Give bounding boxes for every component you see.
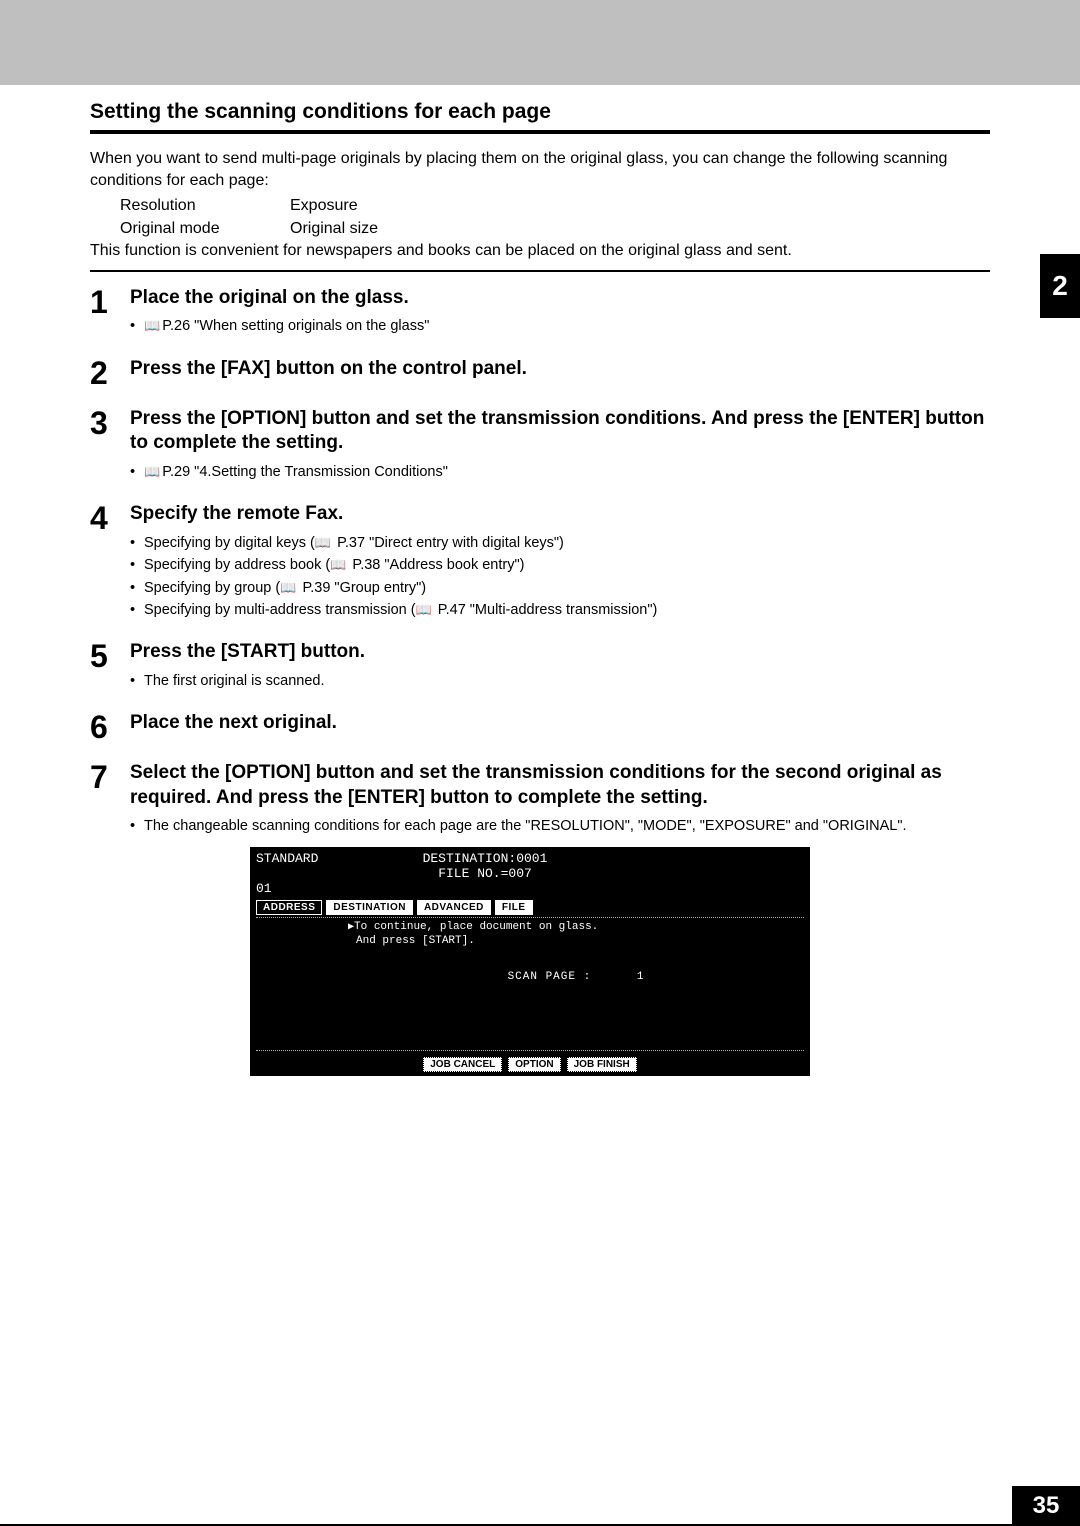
step-6: 6 Place the next original. — [90, 711, 990, 743]
step-2: 2 Press the [FAX] button on the control … — [90, 357, 990, 389]
lcd-index: 01 — [256, 881, 804, 896]
step-title: Press the [START] button. — [130, 640, 990, 665]
step-bullet: Specifying by multi-address transmission… — [130, 600, 990, 620]
lcd-tab-address[interactable]: ADDRESS — [256, 900, 322, 915]
step-bullet: The changeable scanning conditions for e… — [130, 816, 990, 836]
step-3: 3 Press the [OPTION] button and set the … — [90, 407, 990, 485]
lcd-tab-advanced[interactable]: ADVANCED — [417, 900, 491, 915]
chapter-tab: 2 — [1040, 254, 1080, 318]
page-number: 35 — [1012, 1486, 1080, 1526]
ref-text: P.37 "Direct entry with digital keys") — [337, 535, 564, 551]
ref-text: P.47 "Multi-address transmission") — [438, 602, 658, 618]
step-number: 1 — [90, 286, 130, 339]
page-content: Setting the scanning conditions for each… — [0, 85, 1080, 1076]
step-number: 7 — [90, 761, 130, 1076]
book-icon: 📖 — [144, 317, 160, 335]
book-icon: 📖 — [315, 534, 331, 552]
ref-text: P.39 "Group entry") — [302, 580, 426, 596]
book-icon: 📖 — [416, 601, 432, 619]
header-band — [0, 0, 1080, 85]
step-bullet: 📖P.26 "When setting originals on the gla… — [130, 316, 990, 336]
lcd-msg-line2: And press [START]. — [348, 934, 804, 948]
cond-exposure: Exposure — [290, 195, 358, 217]
cond-original-size: Original size — [290, 218, 378, 240]
step-number: 5 — [90, 640, 130, 693]
step-title: Place the original on the glass. — [130, 286, 990, 311]
cond-resolution: Resolution — [120, 195, 290, 217]
lcd-destination: DESTINATION:0001 — [346, 851, 624, 866]
book-icon: 📖 — [330, 556, 346, 574]
step-title: Press the [OPTION] button and set the tr… — [130, 407, 990, 456]
step-7: 7 Select the [OPTION] button and set the… — [90, 761, 990, 1076]
lcd-btn-option[interactable]: OPTION — [508, 1057, 560, 1072]
step-title: Place the next original. — [130, 711, 990, 736]
step-number: 6 — [90, 711, 130, 743]
step-title: Press the [FAX] button on the control pa… — [130, 357, 990, 382]
step-number: 2 — [90, 357, 130, 389]
step-5: 5 Press the [START] button. The first or… — [90, 640, 990, 693]
book-icon: 📖 — [144, 463, 160, 481]
step-bullet: Specifying by digital keys (📖 P.37 "Dire… — [130, 533, 990, 553]
lcd-msg-line1: To continue, place document on glass. — [354, 921, 598, 933]
step-number: 4 — [90, 502, 130, 622]
lcd-tab-destination[interactable]: DESTINATION — [326, 900, 413, 915]
step-title: Select the [OPTION] button and set the t… — [130, 761, 990, 810]
step-bullet: The first original is scanned. — [130, 671, 990, 691]
step-bullet: Specifying by group (📖 P.39 "Group entry… — [130, 578, 990, 598]
ref-text: P.29 "4.Setting the Transmission Conditi… — [162, 464, 448, 480]
lcd-btn-job-cancel[interactable]: JOB CANCEL — [423, 1057, 502, 1072]
intro-text: When you want to send multi-page origina… — [90, 148, 990, 191]
step-bullet: 📖P.29 "4.Setting the Transmission Condit… — [130, 462, 990, 482]
step-1: 1 Place the original on the glass. 📖P.26… — [90, 286, 990, 339]
step-4: 4 Specify the remote Fax. Specifying by … — [90, 502, 990, 622]
post-intro-text: This function is convenient for newspape… — [90, 240, 990, 272]
section-title: Setting the scanning conditions for each… — [90, 100, 990, 134]
lcd-scan-value: 1 — [637, 971, 645, 983]
lcd-mode: STANDARD — [256, 851, 346, 866]
step-title: Specify the remote Fax. — [130, 502, 990, 527]
step-bullet: Specifying by address book (📖 P.38 "Addr… — [130, 555, 990, 575]
ref-text: P.26 "When setting originals on the glas… — [162, 318, 429, 334]
step-number: 3 — [90, 407, 130, 485]
lcd-btn-job-finish[interactable]: JOB FINISH — [567, 1057, 637, 1072]
ref-text: P.38 "Address book entry") — [352, 557, 524, 573]
lcd-tab-file[interactable]: FILE — [495, 900, 533, 915]
cond-original-mode: Original mode — [120, 218, 290, 240]
lcd-screenshot: STANDARD DESTINATION:0001 FILE NO.=007 0… — [250, 847, 990, 1076]
lcd-fileno: FILE NO.=007 — [346, 866, 624, 881]
book-icon: 📖 — [280, 579, 296, 597]
conditions-table: Resolution Exposure Original mode Origin… — [120, 195, 990, 240]
lcd-scan-label: SCAN PAGE : — [508, 971, 592, 983]
